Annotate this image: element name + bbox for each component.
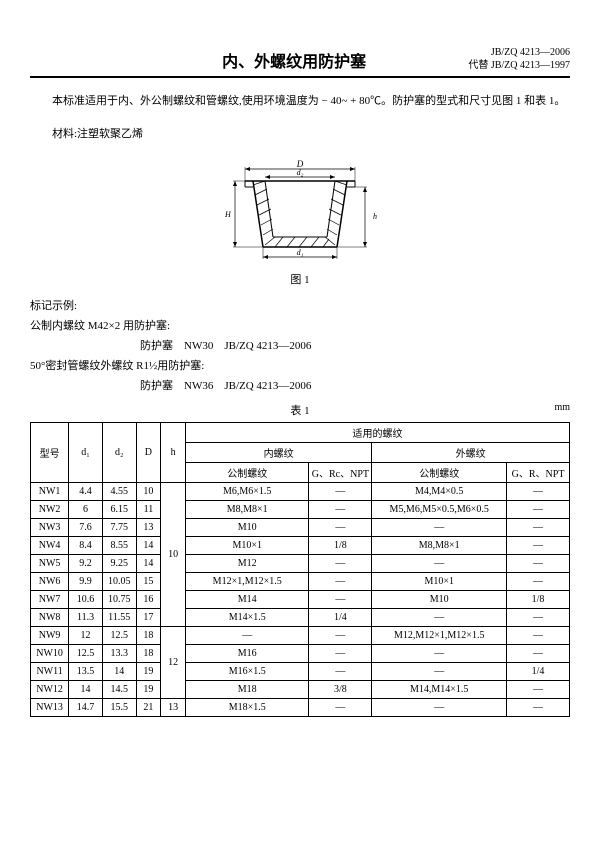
th-inner: 内螺纹 — [185, 443, 371, 463]
th-d1: d₁ — [69, 423, 103, 483]
table-row: NW1012.513.318M16——— — [31, 645, 570, 663]
table-row: NW710.610.7516M14—M101/8 — [31, 591, 570, 609]
table-row: NW266.1511M8,M8×1—M5,M6,M5×0.5,M6×0.5— — [31, 501, 570, 519]
table-row: NW48.48.5514M10×11/8M8,M8×1— — [31, 537, 570, 555]
marking-l3: 防护塞 NW30 JB/ZQ 4213—2006 — [30, 337, 570, 357]
svg-text:d₂: d₂ — [297, 168, 304, 177]
doc-title: 内、外螺纹用防护塞 — [30, 48, 468, 72]
table-row: NW811.311.5517M14×1.51/4—— — [31, 609, 570, 627]
th-h: h — [161, 423, 186, 483]
figure-caption: 图 1 — [30, 271, 570, 287]
th-model: 型号 — [31, 423, 69, 483]
svg-text:d₁: d₁ — [297, 248, 304, 257]
spec-table: 型号 d₁ d₂ D h 适用的螺纹 内螺纹 外螺纹 公制螺纹 G、Rc、NPT… — [30, 422, 570, 717]
standard-number: JB/ZQ 4213—2006 — [468, 46, 570, 59]
header-right: JB/ZQ 4213—2006 代替 JB/ZQ 4213—1997 — [468, 46, 570, 72]
intro-p2: 材料:注塑软聚乙烯 — [30, 125, 570, 144]
th-applicable: 适用的螺纹 — [185, 423, 569, 443]
th-pipe2: G、R、NPT — [507, 463, 570, 483]
table-row: NW37.67.7513M10——— — [31, 519, 570, 537]
plug-diagram-svg: D d₂ d₁ h H — [215, 157, 385, 267]
marking-l1: 标记示例: — [30, 297, 570, 317]
intro-p1: 本标准适用于内、外公制螺纹和管螺纹,使用环境温度为 − 40~ + 80℃。防护… — [30, 92, 570, 111]
marking-l2: 公制内螺纹 M42×2 用防护塞: — [30, 317, 570, 337]
table-row: NW1314.715.52113M18×1.5——— — [31, 699, 570, 717]
svg-text:h: h — [373, 212, 377, 221]
table-row: NW91212.51812——M12,M12×1,M12×1.5— — [31, 627, 570, 645]
th-outer: 外螺纹 — [372, 443, 570, 463]
marking-l5: 防护塞 NW36 JB/ZQ 4213—2006 — [30, 377, 570, 397]
table-caption: 表 1 mm — [30, 402, 570, 418]
svg-text:H: H — [224, 210, 232, 219]
table-unit: mm — [554, 402, 570, 413]
figure-1: D d₂ d₁ h H — [215, 157, 385, 267]
table-row: NW14.44.551010M6,M6×1.5—M4,M4×0.5— — [31, 483, 570, 501]
th-metric1: 公制螺纹 — [185, 463, 309, 483]
title-bar: 内、外螺纹用防护塞 JB/ZQ 4213—2006 代替 JB/ZQ 4213—… — [30, 46, 570, 78]
table-row: NW1113.51419M16×1.5——1/4 — [31, 663, 570, 681]
table-row: NW59.29.2514M12——— — [31, 555, 570, 573]
th-d2: d₂ — [102, 423, 136, 483]
th-D: D — [136, 423, 161, 483]
marking-l4: 50°密封管螺纹外螺纹 R1½用防护塞: — [30, 357, 570, 377]
th-metric2: 公制螺纹 — [372, 463, 507, 483]
replaces-line: 代替 JB/ZQ 4213—1997 — [468, 59, 570, 72]
th-pipe1: G、Rc、NPT — [309, 463, 372, 483]
marking-example: 标记示例: 公制内螺纹 M42×2 用防护塞: 防护塞 NW30 JB/ZQ 4… — [30, 297, 570, 396]
table-row: NW121414.519M183/8M14,M14×1.5— — [31, 681, 570, 699]
table-row: NW69.910.0515M12×1,M12×1.5—M10×1— — [31, 573, 570, 591]
